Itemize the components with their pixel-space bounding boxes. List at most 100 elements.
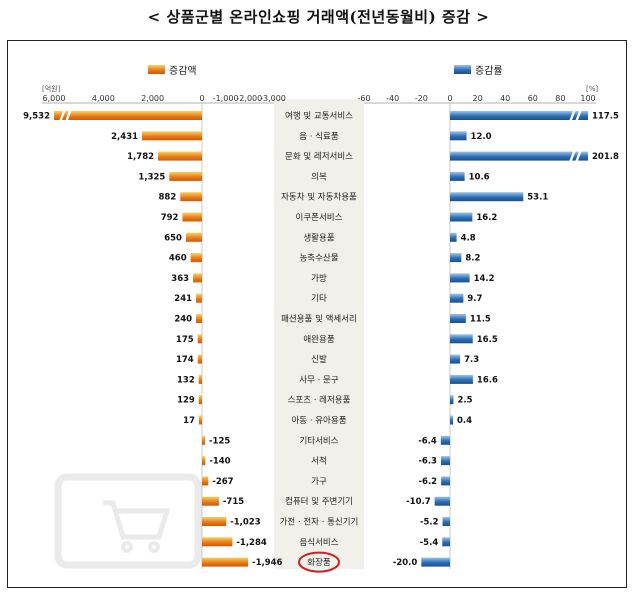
rate-value-label: 16.6 bbox=[477, 375, 498, 385]
rate-tick-label: 60 bbox=[528, 94, 538, 103]
rate-value-label: -6.2 bbox=[419, 477, 438, 487]
amount-tick-label: 4,000 bbox=[92, 94, 115, 103]
amount-value-label: -1,284 bbox=[236, 538, 266, 548]
rate-bar-break bbox=[568, 108, 577, 123]
category-label: 가구 bbox=[311, 477, 327, 487]
amount-bar bbox=[202, 537, 233, 547]
amount-bar bbox=[142, 131, 202, 141]
rate-tick-label: 40 bbox=[500, 94, 510, 103]
rate-value-label: 117.5 bbox=[592, 112, 619, 122]
amount-tick-label: -2,000 bbox=[236, 94, 262, 103]
rate-tick-label: -40 bbox=[386, 94, 399, 103]
rate-value-label: 9.7 bbox=[467, 294, 482, 304]
rate-bar bbox=[450, 212, 473, 222]
category-label: 화장품 bbox=[307, 557, 331, 568]
amount-value-label: 460 bbox=[169, 254, 187, 264]
amount-bar bbox=[197, 354, 202, 364]
category-label: 서적 bbox=[311, 456, 327, 467]
rate-value-label: 4.8 bbox=[461, 233, 476, 243]
amount-value-label: -267 bbox=[212, 477, 233, 487]
amount-bar bbox=[182, 212, 202, 222]
amount-value-label: 1,325 bbox=[138, 172, 165, 182]
rate-axis: -60 -40 -20 0 20 40 60 80 100 bbox=[357, 94, 596, 569]
rate-value-label: 11.5 bbox=[470, 315, 491, 325]
amount-value-label: 175 bbox=[176, 335, 194, 345]
amount-unit-label: [억원] bbox=[42, 84, 61, 93]
amount-value-label: 882 bbox=[158, 193, 176, 203]
category-label: 가전 · 전자 · 통신기기 bbox=[280, 517, 359, 528]
rate-bar bbox=[434, 496, 450, 506]
rate-bar bbox=[450, 293, 464, 303]
amount-value-label: 241 bbox=[174, 294, 192, 304]
category-label: 문화 및 레저서비스 bbox=[285, 151, 353, 162]
rate-bar bbox=[421, 557, 450, 567]
amount-tick-label: -3,000 bbox=[260, 94, 286, 103]
rate-bar bbox=[450, 253, 462, 263]
rate-value-label: 12.0 bbox=[471, 132, 492, 142]
category-label: 애완용품 bbox=[303, 335, 334, 345]
rate-value-label: 16.5 bbox=[477, 335, 498, 345]
rate-bar bbox=[450, 192, 524, 202]
rate-bar bbox=[450, 334, 473, 344]
rate-value-label: -5.4 bbox=[420, 538, 439, 548]
amount-bar bbox=[198, 395, 202, 405]
rate-tick-label: 20 bbox=[473, 94, 483, 103]
category-label: 스포츠 · 레저용품 bbox=[288, 396, 351, 406]
amount-bar bbox=[169, 171, 202, 181]
rate-value-label: -6.4 bbox=[418, 436, 437, 446]
chart-svg: 증감액 증감률 [억원] [%] 6,000 4,000 2,000 0 -1,000-… bbox=[23, 65, 619, 573]
amount-axis: 6,000 4,000 2,000 0 -1,000-2,000-3,000 bbox=[42, 94, 286, 569]
amount-bar bbox=[202, 517, 227, 526]
amount-bar bbox=[202, 557, 249, 567]
amount-value-label: 1,782 bbox=[127, 152, 154, 162]
rate-bar bbox=[450, 131, 467, 141]
amount-value-label: -715 bbox=[223, 497, 244, 507]
legend-amount-swatch bbox=[148, 65, 165, 74]
category-label: 신발 bbox=[311, 354, 327, 365]
rate-value-label: -6.3 bbox=[418, 457, 437, 467]
category-label: 패션용품 및 액세서리 bbox=[281, 314, 357, 325]
rate-tick-label: -60 bbox=[357, 94, 370, 103]
amount-bar bbox=[202, 435, 205, 445]
amount-value-label: -140 bbox=[209, 457, 230, 467]
rate-bar-break bbox=[568, 149, 577, 164]
amount-value-label: -1,023 bbox=[230, 518, 260, 528]
rate-bar bbox=[450, 395, 454, 405]
amount-value-label: -1,946 bbox=[252, 558, 282, 568]
amount-value-label: 9,532 bbox=[23, 112, 50, 122]
rate-value-label: 201.8 bbox=[592, 152, 619, 162]
amount-bar bbox=[190, 253, 202, 263]
amount-bar bbox=[202, 496, 219, 506]
highlight-circle bbox=[298, 551, 340, 573]
rate-tick-label: 80 bbox=[555, 94, 565, 103]
rate-value-label: 8.2 bbox=[465, 254, 480, 264]
amount-bar bbox=[196, 293, 202, 303]
category-label: 의복 bbox=[311, 171, 327, 182]
category-label: 아동 · 유아용품 bbox=[291, 415, 346, 426]
category-label: 사무 · 문구 bbox=[299, 375, 339, 385]
amount-value-label: 129 bbox=[177, 396, 195, 406]
amount-bar bbox=[199, 415, 202, 425]
rate-value-label: 2.5 bbox=[457, 396, 472, 406]
rate-bar-break bbox=[574, 108, 583, 123]
category-label: 음 · 식료품 bbox=[299, 132, 339, 142]
rate-bar bbox=[442, 537, 450, 547]
rate-bar bbox=[442, 517, 450, 526]
rate-bar bbox=[441, 476, 450, 486]
category-label: 자동차 및 자동차용품 bbox=[281, 192, 357, 203]
rate-bar bbox=[450, 111, 588, 120]
category-label: 가방 bbox=[311, 273, 327, 284]
legend-rate-swatch bbox=[454, 65, 471, 74]
rate-bars: 117.5 12.0 201.8 10.6 53.1 16.24.8 8.2 14.2 9.7 1… bbox=[393, 108, 619, 568]
amount-bar bbox=[202, 456, 206, 466]
category-label: 여행 및 교통서비스 bbox=[285, 111, 353, 122]
rate-bar bbox=[450, 415, 453, 425]
amount-value-label: 174 bbox=[176, 355, 194, 365]
amount-bar bbox=[196, 314, 202, 323]
category-label: 농축수산물 bbox=[299, 253, 338, 264]
amount-bar bbox=[202, 476, 209, 486]
rate-bar bbox=[450, 151, 588, 161]
rate-tick-label: -20 bbox=[415, 94, 428, 103]
legend-rate-label: 증감률 bbox=[475, 65, 503, 77]
